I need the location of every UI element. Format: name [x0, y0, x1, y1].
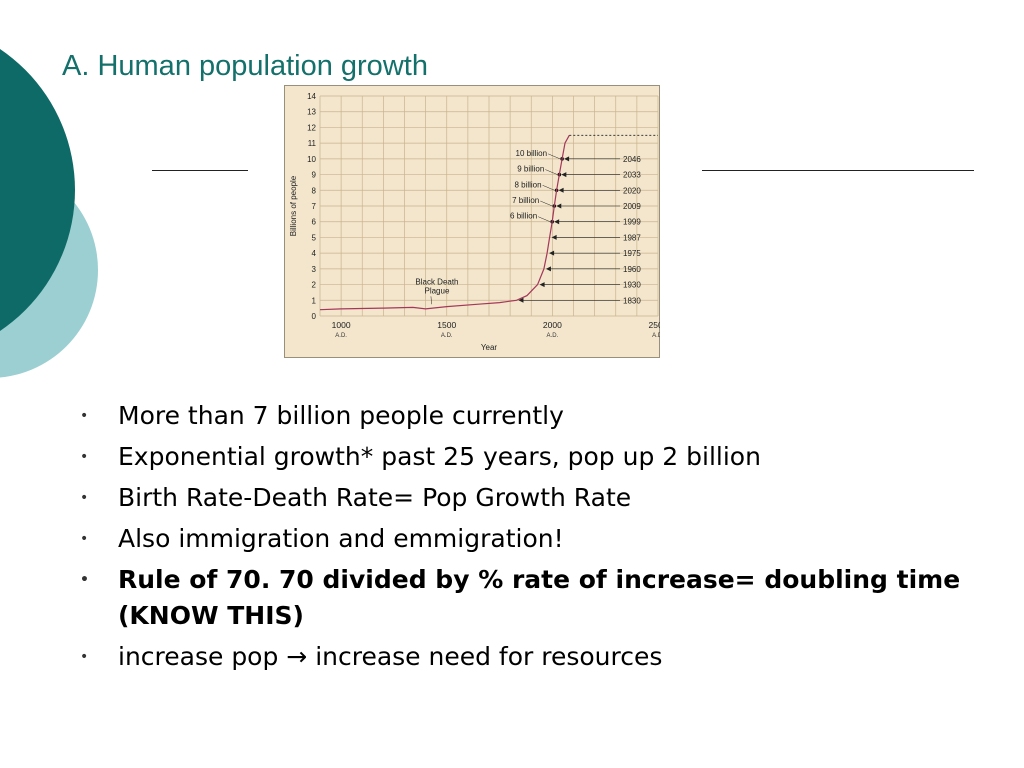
population-curve — [319, 135, 570, 311]
x-tick-sublabel: A.D. — [547, 333, 559, 339]
y-tick-label: 10 — [307, 155, 316, 164]
y-tick-label: 9 — [312, 171, 317, 180]
y-tick-label: 3 — [312, 265, 317, 274]
bullet-item: • increase pop → increase need for resour… — [76, 639, 976, 675]
milestone-leader-line — [547, 153, 561, 160]
bullet-dot: • — [80, 490, 89, 506]
bullet-dot: • — [80, 572, 89, 588]
milestone-billion-label: 8 billion — [514, 180, 541, 189]
milestone-year-label: 2033 — [623, 171, 641, 180]
bullet-text: increase pop → increase need for resourc… — [118, 642, 663, 671]
y-tick-label: 7 — [312, 202, 317, 211]
y-tick-label: 12 — [307, 123, 316, 132]
milestone-arrowhead — [561, 172, 567, 178]
y-tick-label: 4 — [312, 249, 317, 258]
milestone-year-label: 1830 — [623, 296, 641, 305]
bullet-item: • Rule of 70. 70 divided by % rate of inc… — [76, 562, 976, 634]
slide-title: A. Human population growth — [62, 50, 428, 82]
x-axis-label: Year — [481, 343, 498, 352]
milestone-leader-line — [540, 200, 553, 207]
milestone-year-label: 2046 — [623, 155, 641, 164]
bullet-text: More than 7 billion people currently — [118, 401, 564, 430]
milestone-year-label: 1930 — [623, 281, 641, 290]
y-tick-label: 0 — [312, 312, 317, 321]
milestone-arrowhead — [551, 234, 557, 240]
milestone-arrowhead — [556, 203, 562, 209]
milestone-arrowhead — [545, 266, 551, 272]
milestone-year-label: 1987 — [623, 233, 641, 242]
bullet-dot: • — [80, 531, 89, 547]
x-tick-sublabel: A.D. — [652, 333, 660, 339]
milestone-arrowhead — [554, 219, 560, 225]
bullet-item: • Exponential growth* past 25 years, pop … — [76, 439, 976, 475]
bullet-text: Also immigration and emmigration! — [118, 524, 564, 553]
bullet-item: • More than 7 billion people currently — [76, 398, 976, 434]
x-tick-sublabel: A.D. — [335, 333, 347, 339]
x-tick-sublabel: A.D. — [441, 333, 453, 339]
milestone-arrowhead — [539, 282, 545, 288]
milestone-leader-line — [542, 185, 555, 191]
x-tick-label: 1000 — [332, 320, 351, 330]
y-tick-label: 2 — [312, 281, 317, 290]
y-tick-label: 6 — [312, 218, 317, 227]
milestone-billion-label: 9 billion — [517, 165, 544, 174]
bullet-dot: • — [80, 649, 89, 665]
bullet-text: Exponential growth* past 25 years, pop u… — [118, 442, 761, 471]
milestone-year-label: 2020 — [623, 186, 641, 195]
dark-teal-circle — [0, 49, 75, 331]
milestone-billion-label: 7 billion — [512, 196, 539, 205]
annotation-pointer — [430, 296, 432, 305]
title-rule-left — [152, 170, 248, 171]
milestone-arrowhead — [558, 187, 564, 193]
bullet-dot: • — [80, 449, 89, 465]
milestone-arrowhead — [549, 250, 555, 256]
bullet-text: Birth Rate-Death Rate= Pop Growth Rate — [118, 483, 632, 512]
milestone-billion-label: 6 billion — [510, 212, 537, 221]
y-tick-label: 11 — [308, 139, 317, 148]
milestone-leader-line — [538, 216, 551, 222]
milestone-leader-line — [545, 169, 558, 175]
y-tick-label: 13 — [307, 108, 316, 117]
decorative-circles — [0, 49, 98, 378]
milestone-year-label: 2009 — [623, 202, 641, 211]
y-tick-label: 14 — [307, 92, 316, 101]
milestone-billion-label: 10 billion — [516, 149, 548, 158]
y-axis-label: Billions of people — [289, 175, 298, 236]
bullet-item: • Also immigration and emmigration! — [76, 521, 976, 557]
title-rule-right — [702, 170, 974, 171]
x-tick-label: 1500 — [437, 320, 456, 330]
milestone-year-label: 1975 — [623, 249, 641, 258]
bullet-dot: • — [80, 408, 89, 424]
milestone-year-label: 1960 — [623, 265, 641, 274]
y-tick-label: 5 — [312, 233, 317, 242]
y-tick-label: 1 — [312, 296, 317, 305]
milestone-year-label: 1999 — [623, 218, 641, 227]
x-tick-label: 2000 — [543, 320, 562, 330]
y-tick-label: 8 — [312, 186, 317, 195]
bullet-text: Rule of 70. 70 divided by % rate of incr… — [118, 565, 961, 630]
milestone-arrowhead — [564, 156, 570, 162]
bullet-list: • More than 7 billion people currently • Ex… — [76, 398, 976, 680]
x-tick-label: 2500 — [649, 320, 660, 330]
annotation-label: Black Death Plague — [415, 278, 458, 296]
milestone-arrowhead — [518, 297, 524, 303]
bullet-item: • Birth Rate-Death Rate= Pop Growth Rate — [76, 480, 976, 516]
